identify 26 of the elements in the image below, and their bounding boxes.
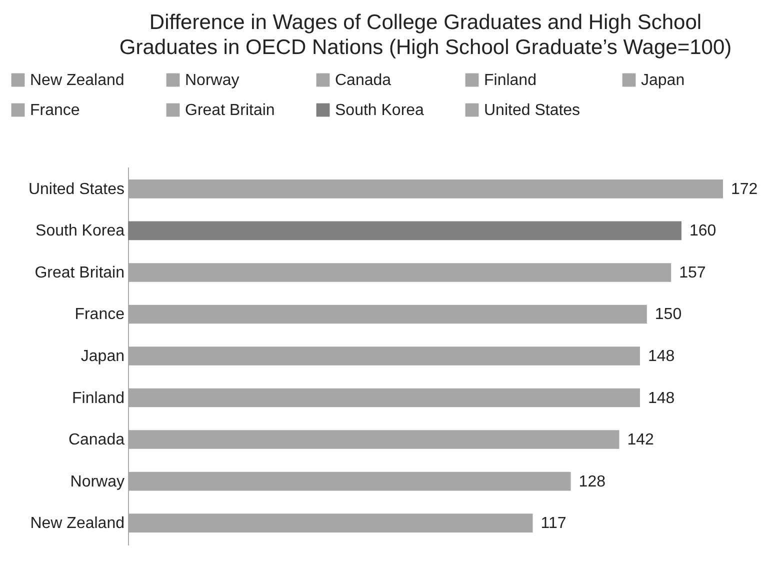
legend-label: Great Britain (185, 102, 275, 119)
legend-label: United States (484, 102, 580, 119)
legend-label: Norway (185, 72, 240, 89)
y-tick-label: Japan (80, 348, 124, 365)
data-label: 128 (578, 473, 606, 490)
data-label: 117 (540, 515, 566, 532)
data-label: 172 (731, 180, 758, 198)
y-tick-label: Canada (68, 432, 125, 449)
data-label: 160 (689, 222, 716, 240)
legend-label: Finland (484, 72, 536, 89)
y-tick-label: Norway (70, 473, 124, 490)
y-tick-label: United States (28, 180, 124, 198)
y-tick-label: Great Britain (34, 264, 124, 282)
y-tick-label: New Zealand (30, 515, 124, 532)
legend-label: Canada (335, 72, 392, 89)
legend-label: Japan (641, 72, 685, 89)
data-label: 148 (648, 348, 675, 365)
chart-title: Difference in Wages of College Graduates and High School Graduates in OECD Nations (High School Graduate’s Wage=100) (119, 11, 732, 59)
data-label: 142 (627, 432, 654, 449)
y-tick-label: South Korea (36, 222, 125, 240)
y-tick-label: Finland (72, 390, 124, 407)
data-label: 157 (679, 264, 706, 282)
data-label: 148 (648, 390, 675, 407)
data-label: 150 (654, 306, 682, 324)
legend-label: South Korea (335, 102, 424, 119)
y-tick-label: France (74, 306, 125, 324)
